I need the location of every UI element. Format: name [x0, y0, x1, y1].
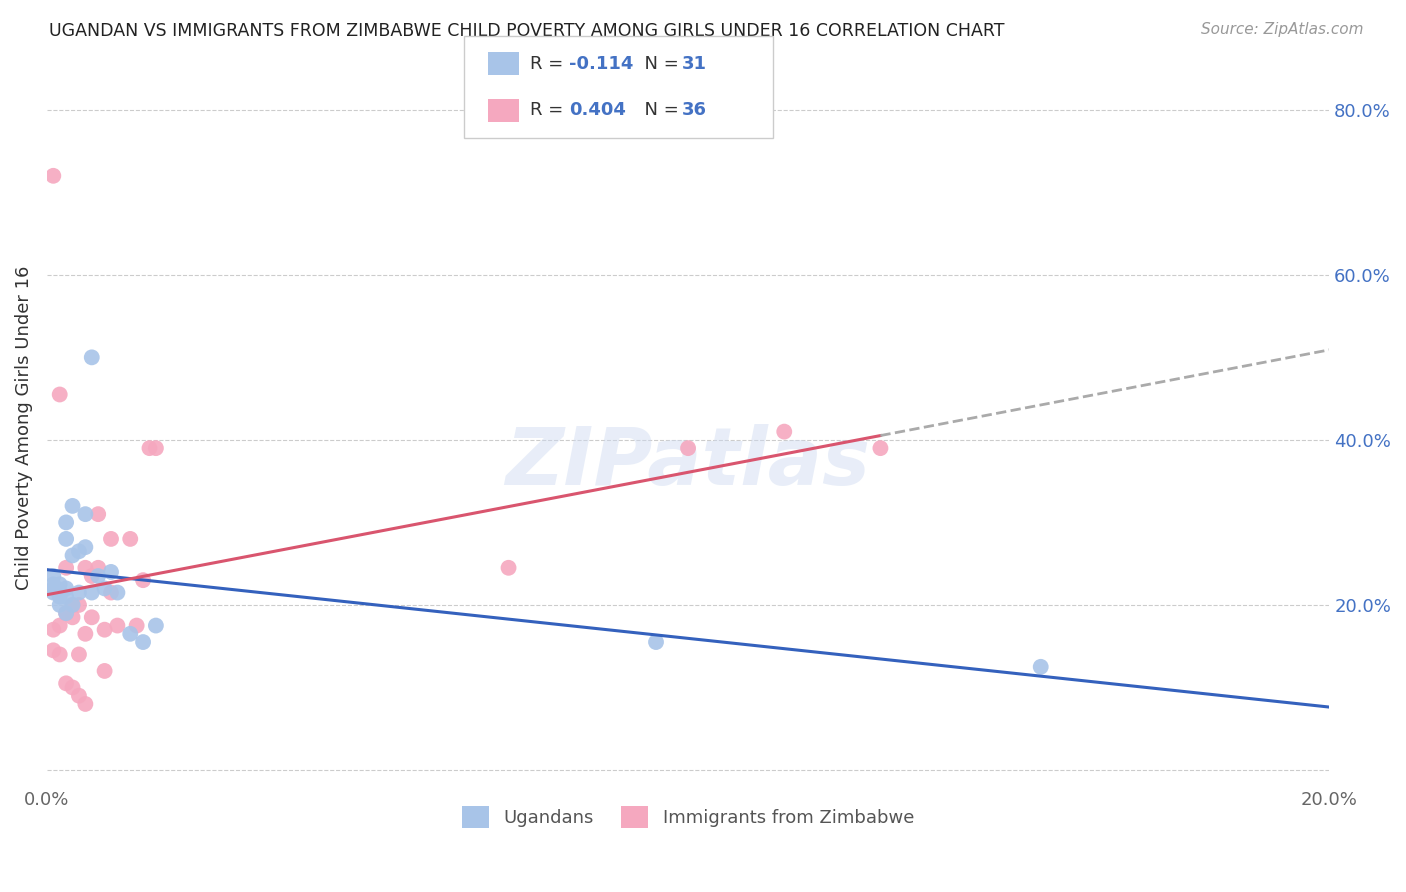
Point: [55, 532, 77, 546]
Point: [773, 425, 796, 439]
Point: [75, 627, 97, 641]
Text: ZIPatlas: ZIPatlas: [506, 425, 870, 502]
Point: [100, 565, 122, 579]
Legend: Ugandans, Immigrants from Zimbabwe: Ugandans, Immigrants from Zimbabwe: [456, 798, 921, 835]
Point: [1029, 660, 1052, 674]
Point: [62, 681, 84, 695]
Point: [676, 441, 699, 455]
Point: [75, 540, 97, 554]
Point: [93, 664, 115, 678]
Point: [48, 618, 70, 632]
Point: [75, 507, 97, 521]
Point: [67, 585, 90, 599]
Point: [138, 441, 160, 455]
Text: UGANDAN VS IMMIGRANTS FROM ZIMBABWE CHILD POVERTY AMONG GIRLS UNDER 16 CORRELATI: UGANDAN VS IMMIGRANTS FROM ZIMBABWE CHIL…: [49, 22, 1005, 40]
Point: [67, 598, 90, 612]
Point: [93, 582, 115, 596]
Point: [62, 598, 84, 612]
Point: [93, 623, 115, 637]
Point: [42, 577, 65, 591]
Point: [48, 648, 70, 662]
Point: [75, 561, 97, 575]
Point: [42, 569, 65, 583]
Point: [80, 585, 103, 599]
Text: 36: 36: [682, 102, 707, 120]
Point: [67, 648, 90, 662]
Point: [48, 590, 70, 604]
Y-axis label: Child Poverty Among Girls Under 16: Child Poverty Among Girls Under 16: [15, 265, 32, 590]
Point: [132, 573, 155, 587]
Point: [120, 627, 142, 641]
Point: [55, 606, 77, 620]
Point: [87, 507, 110, 521]
Point: [132, 635, 155, 649]
Point: [100, 532, 122, 546]
Point: [48, 387, 70, 401]
Text: N =: N =: [633, 54, 685, 72]
Point: [100, 585, 122, 599]
Point: [87, 561, 110, 575]
Point: [120, 532, 142, 546]
Point: [62, 610, 84, 624]
Point: [62, 549, 84, 563]
Point: [87, 569, 110, 583]
Text: 0.404: 0.404: [569, 102, 626, 120]
Point: [42, 623, 65, 637]
Point: [125, 618, 148, 632]
Point: [48, 577, 70, 591]
Point: [42, 585, 65, 599]
Point: [55, 582, 77, 596]
Point: [42, 169, 65, 183]
Point: [645, 635, 668, 649]
Text: R =: R =: [530, 102, 569, 120]
Point: [80, 569, 103, 583]
Point: [80, 610, 103, 624]
Point: [55, 516, 77, 530]
Point: [42, 582, 65, 596]
Point: [55, 606, 77, 620]
Point: [107, 618, 129, 632]
Text: -0.114: -0.114: [569, 54, 634, 72]
Point: [62, 598, 84, 612]
Point: [145, 441, 167, 455]
Text: 31: 31: [682, 54, 707, 72]
Text: N =: N =: [633, 102, 685, 120]
Point: [75, 697, 97, 711]
Text: R =: R =: [530, 54, 569, 72]
Point: [67, 689, 90, 703]
Point: [145, 618, 167, 632]
Text: Source: ZipAtlas.com: Source: ZipAtlas.com: [1201, 22, 1364, 37]
Point: [80, 351, 103, 365]
Point: [67, 544, 90, 558]
Point: [62, 499, 84, 513]
Point: [498, 561, 520, 575]
Point: [48, 598, 70, 612]
Point: [55, 590, 77, 604]
Point: [55, 561, 77, 575]
Point: [869, 441, 891, 455]
Point: [42, 643, 65, 657]
Point: [107, 585, 129, 599]
Point: [48, 585, 70, 599]
Point: [55, 676, 77, 690]
